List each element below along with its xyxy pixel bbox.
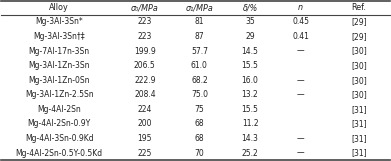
Text: Mg-4Al-3Sn-0.9Kd: Mg-4Al-3Sn-0.9Kd	[25, 134, 93, 143]
Text: 68: 68	[195, 119, 204, 128]
Text: 11.2: 11.2	[242, 119, 258, 128]
Text: [29]: [29]	[352, 17, 367, 26]
Text: —: —	[297, 148, 305, 157]
Text: 29: 29	[245, 32, 255, 41]
Text: Mg-7Al-17n-3Sn: Mg-7Al-17n-3Sn	[29, 47, 90, 56]
Text: [30]: [30]	[351, 76, 367, 85]
Text: —: —	[297, 134, 305, 143]
Text: 70: 70	[194, 148, 204, 157]
Text: Mg-4Al-2Sn-0.5Y-0.5Kd: Mg-4Al-2Sn-0.5Y-0.5Kd	[16, 148, 103, 157]
Text: 0.41: 0.41	[292, 32, 309, 41]
Text: [30]: [30]	[351, 47, 367, 56]
Text: [29]: [29]	[352, 32, 367, 41]
Text: [30]: [30]	[351, 61, 367, 70]
Text: Alloy: Alloy	[49, 3, 69, 12]
Text: δ/%: δ/%	[242, 3, 258, 12]
Text: 199.9: 199.9	[134, 47, 156, 56]
Text: [30]: [30]	[351, 90, 367, 99]
Text: 206.5: 206.5	[134, 61, 156, 70]
Text: 75: 75	[194, 105, 204, 114]
Text: Mg-4Al-2Sn-0.9Y: Mg-4Al-2Sn-0.9Y	[27, 119, 91, 128]
Text: 25.2: 25.2	[242, 148, 258, 157]
Text: 195: 195	[138, 134, 152, 143]
Text: —: —	[297, 47, 305, 56]
Text: 75.0: 75.0	[191, 90, 208, 99]
Text: 15.5: 15.5	[242, 105, 258, 114]
Text: [31]: [31]	[352, 105, 367, 114]
Text: [31]: [31]	[352, 148, 367, 157]
Text: Mg-3Al-1Zn-2.5Sn: Mg-3Al-1Zn-2.5Sn	[25, 90, 93, 99]
Text: [31]: [31]	[352, 134, 367, 143]
Text: 16.0: 16.0	[242, 76, 258, 85]
Text: 68: 68	[195, 134, 204, 143]
Text: n: n	[298, 3, 303, 12]
Text: Mg-3Al-3Sn*: Mg-3Al-3Sn*	[35, 17, 83, 26]
Text: Ref.: Ref.	[352, 3, 367, 12]
Text: 68.2: 68.2	[191, 76, 208, 85]
Text: 61.0: 61.0	[191, 61, 208, 70]
Text: 15.5: 15.5	[242, 61, 258, 70]
Text: 14.3: 14.3	[242, 134, 258, 143]
Text: 223: 223	[138, 32, 152, 41]
Text: 200: 200	[138, 119, 152, 128]
Text: 14.5: 14.5	[242, 47, 258, 56]
Text: 222.9: 222.9	[134, 76, 156, 85]
Text: —: —	[297, 76, 305, 85]
Text: Mg-3Al-1Zn-0Sn: Mg-3Al-1Zn-0Sn	[29, 76, 90, 85]
Text: σ₁/MPa: σ₁/MPa	[185, 3, 213, 12]
Text: 225: 225	[138, 148, 152, 157]
Text: 223: 223	[138, 17, 152, 26]
Text: [31]: [31]	[352, 119, 367, 128]
Text: 13.2: 13.2	[242, 90, 258, 99]
Text: 208.4: 208.4	[134, 90, 156, 99]
Text: 0.45: 0.45	[292, 17, 309, 26]
Text: —: —	[297, 90, 305, 99]
Text: 81: 81	[195, 17, 204, 26]
Text: σ₀/MPa: σ₀/MPa	[131, 3, 159, 12]
Text: Mg-4Al-2Sn: Mg-4Al-2Sn	[37, 105, 81, 114]
Text: Mg-3Al-1Zn-3Sn: Mg-3Al-1Zn-3Sn	[29, 61, 90, 70]
Text: 57.7: 57.7	[191, 47, 208, 56]
Text: Mg-3Al-3Sn†‡: Mg-3Al-3Sn†‡	[33, 32, 85, 41]
Text: 87: 87	[195, 32, 204, 41]
Text: 35: 35	[245, 17, 255, 26]
Text: 224: 224	[138, 105, 152, 114]
